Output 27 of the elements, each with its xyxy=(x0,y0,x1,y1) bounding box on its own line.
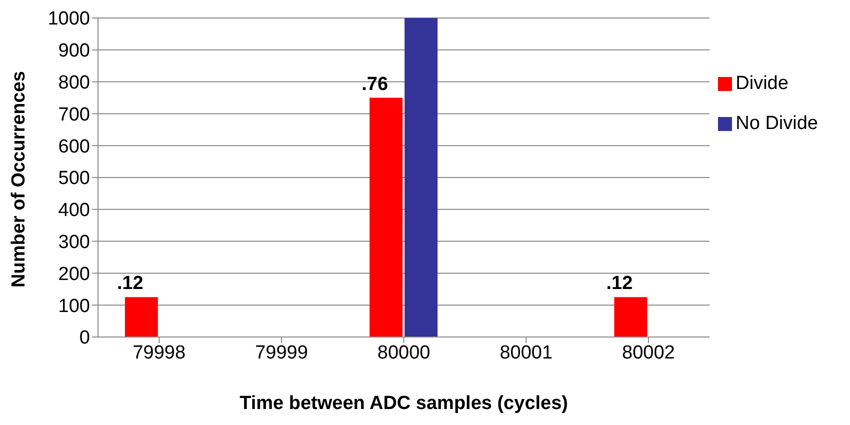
y-tick-label: 900 xyxy=(58,40,90,62)
y-tick-label: 700 xyxy=(58,104,90,126)
x-tick-label: 79999 xyxy=(255,342,308,364)
x-tick-label: 80001 xyxy=(500,342,553,364)
y-tick-label: 1000 xyxy=(48,8,90,30)
x-axis-title: Time between ADC samples (cycles) xyxy=(240,393,568,414)
x-tick-label: 79998 xyxy=(132,342,186,364)
annotation: .12 xyxy=(606,273,633,294)
y-axis-title: Number of Occurrences xyxy=(8,71,30,288)
bar xyxy=(614,297,648,337)
bar xyxy=(404,18,438,337)
x-tick-label: 80002 xyxy=(622,342,675,364)
legend-label: Divide xyxy=(736,73,788,94)
bar xyxy=(124,297,158,337)
y-tick-label: 800 xyxy=(58,72,90,94)
y-tick-label: 500 xyxy=(58,168,90,190)
y-tick-label: 600 xyxy=(58,136,90,158)
annotation: .12 xyxy=(116,273,144,294)
annotation: .76 xyxy=(362,74,388,95)
x-tick-label: 80000 xyxy=(377,342,430,364)
y-tick-label: 400 xyxy=(58,200,90,222)
bar xyxy=(370,98,403,337)
legend-label: No Divide xyxy=(736,113,818,134)
y-tick-label: 200 xyxy=(58,264,90,285)
y-tick-label: 0 xyxy=(79,328,90,349)
y-tick-label: 300 xyxy=(58,232,90,254)
y-tick-label: 100 xyxy=(58,296,90,317)
